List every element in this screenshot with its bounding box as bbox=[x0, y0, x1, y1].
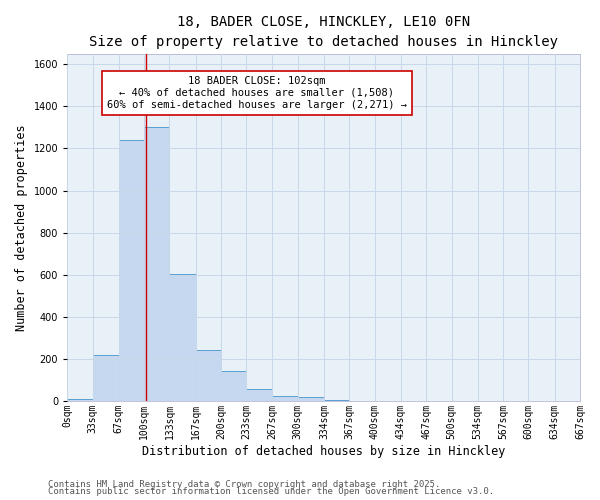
Bar bbox=[298, 396, 324, 401]
Text: Contains public sector information licensed under the Open Government Licence v3: Contains public sector information licen… bbox=[48, 487, 494, 496]
Text: Contains HM Land Registry data © Crown copyright and database right 2025.: Contains HM Land Registry data © Crown c… bbox=[48, 480, 440, 489]
Bar bbox=[119, 140, 144, 401]
Bar bbox=[272, 396, 298, 401]
Bar bbox=[67, 399, 92, 401]
Bar bbox=[169, 274, 196, 401]
X-axis label: Distribution of detached houses by size in Hinckley: Distribution of detached houses by size … bbox=[142, 444, 505, 458]
Title: 18, BADER CLOSE, HINCKLEY, LE10 0FN
Size of property relative to detached houses: 18, BADER CLOSE, HINCKLEY, LE10 0FN Size… bbox=[89, 15, 558, 48]
Bar bbox=[144, 128, 169, 401]
Bar bbox=[92, 354, 119, 401]
Bar bbox=[196, 350, 221, 401]
Bar bbox=[324, 400, 349, 401]
Bar bbox=[247, 390, 272, 401]
Bar bbox=[221, 372, 247, 401]
Y-axis label: Number of detached properties: Number of detached properties bbox=[15, 124, 28, 330]
Text: 18 BADER CLOSE: 102sqm
← 40% of detached houses are smaller (1,508)
60% of semi-: 18 BADER CLOSE: 102sqm ← 40% of detached… bbox=[107, 76, 407, 110]
